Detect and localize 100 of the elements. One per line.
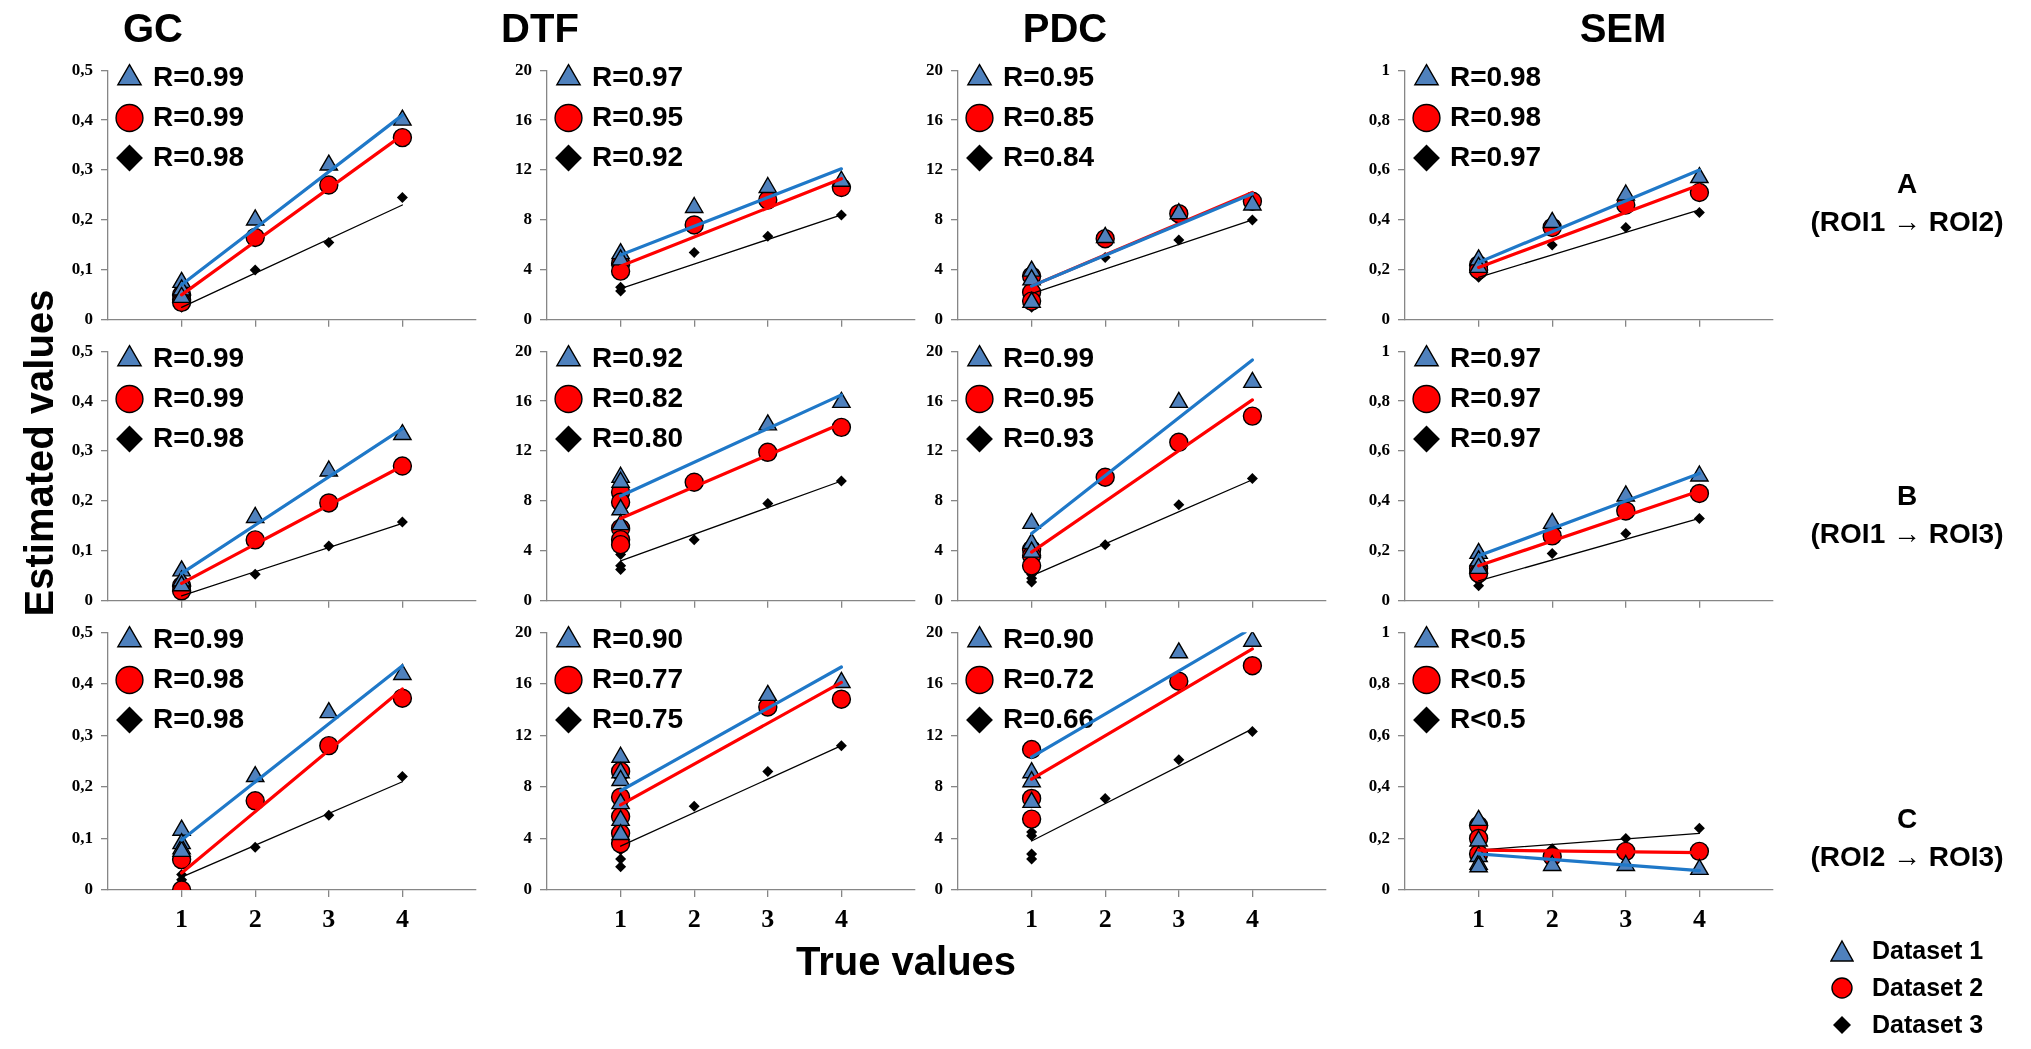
y-tick-label: 4 (934, 827, 944, 847)
text: Dataset 2 (1872, 973, 1984, 1002)
legend-label: R=0.99 (153, 622, 245, 654)
y-tick-label: 0 (934, 879, 943, 899)
y-tick-label: 0,4 (1368, 209, 1391, 229)
y-tick-label: 0,5 (71, 340, 93, 360)
y-tick-label: 0,3 (71, 440, 93, 460)
x-tick-label: 2 (1098, 904, 1112, 934)
y-tick-label: 4 (523, 259, 533, 279)
y-tick-label: 0 (934, 309, 943, 329)
y-tick-label: 0,4 (1368, 776, 1391, 796)
y-tick-label: 0,1 (71, 540, 93, 560)
y-tick-label: 0,4 (71, 109, 94, 129)
y-tick-label: 0 (523, 879, 532, 899)
chart-title: DTF (501, 6, 579, 51)
chart-title: PDC (1022, 6, 1108, 51)
y-tick-label: 20 (515, 340, 532, 360)
legend-label: R=0.98 (1450, 60, 1542, 92)
y-tick-label: 0 (1381, 309, 1390, 329)
y-tick-label: 0 (84, 590, 93, 610)
y-tick-label: 1 (1381, 621, 1390, 641)
x-tick-label: 4 (1692, 904, 1706, 934)
y-tick-label: 0,5 (71, 59, 93, 79)
legend-label: R=0.82 (592, 381, 684, 413)
x-tick-label: 3 (1619, 904, 1633, 934)
text: (ROI1 → ROI2) (1810, 205, 2004, 239)
legend-label: R=0.72 (1003, 662, 1095, 694)
y-tick-label: 0,4 (71, 390, 94, 410)
legend-label: R=0.92 (592, 341, 684, 373)
legend-label: R=0.80 (592, 421, 684, 453)
y-tick-label: 8 (934, 209, 943, 229)
legend-label: R=0.95 (1003, 60, 1095, 92)
x-tick-label: 3 (761, 904, 775, 934)
text: A (1895, 167, 1919, 201)
text: Dataset 3 (1872, 1010, 1984, 1039)
y-tick-label: 16 (515, 673, 532, 693)
y-axis-title: Estimated values (16, 289, 62, 617)
y-tick-label: 0,5 (71, 621, 93, 641)
y-tick-label: 4 (934, 540, 944, 560)
y-tick-label: 4 (934, 259, 944, 279)
text: (ROI2 → ROI3) (1810, 840, 2004, 874)
y-tick-label: 12 (926, 440, 943, 460)
x-tick-label: 1 (175, 904, 189, 934)
y-tick-label: 12 (515, 724, 532, 744)
legend-label: R=0.98 (1450, 100, 1542, 132)
y-tick-label: 8 (934, 776, 943, 796)
y-tick-label: 0,1 (71, 259, 93, 279)
y-tick-label: 0,6 (1368, 724, 1390, 744)
x-tick-label: 2 (687, 904, 701, 934)
legend-label: R=0.99 (153, 100, 245, 132)
y-tick-label: 20 (926, 59, 943, 79)
legend-label: R<0.5 (1450, 702, 1526, 734)
legend-label: R=0.97 (1450, 381, 1542, 413)
legend-label: R<0.5 (1450, 622, 1526, 654)
y-tick-label: 0,4 (1368, 490, 1391, 510)
y-tick-label: 8 (523, 209, 532, 229)
legend-label: R=0.93 (1003, 421, 1095, 453)
y-tick-label: 0,2 (71, 490, 93, 510)
x-tick-label: 1 (614, 904, 628, 934)
legend-label: R=0.99 (1003, 341, 1095, 373)
y-tick-label: 0 (1381, 590, 1390, 610)
y-tick-label: 16 (926, 673, 943, 693)
y-tick-label: 0,8 (1368, 109, 1390, 129)
legend-label: R=0.84 (1003, 140, 1095, 172)
text: B (1895, 479, 1919, 513)
y-tick-label: 0,2 (1368, 540, 1390, 560)
y-tick-label: 1 (1381, 59, 1390, 79)
y-tick-label: 0 (84, 879, 93, 899)
y-tick-label: 8 (934, 490, 943, 510)
y-tick-label: 16 (515, 109, 532, 129)
y-tick-label: 12 (926, 159, 943, 179)
legend-label: R=0.90 (592, 622, 684, 654)
legend-label: R=0.77 (592, 662, 684, 694)
x-tick-label: 4 (834, 904, 848, 934)
legend-label: R=0.98 (153, 421, 245, 453)
x-tick-label: 1 (1472, 904, 1486, 934)
y-tick-label: 12 (515, 159, 532, 179)
chart-title: GC (123, 6, 183, 51)
legend-label: R=0.97 (592, 60, 684, 92)
legend-label: R=0.66 (1003, 702, 1095, 734)
text: C (1895, 802, 1919, 836)
y-tick-label: 20 (926, 340, 943, 360)
y-tick-label: 16 (926, 390, 943, 410)
y-tick-label: 0,2 (1368, 259, 1390, 279)
legend-label: R=0.98 (153, 140, 245, 172)
text: Dataset 1 (1872, 936, 1984, 965)
y-tick-label: 0,8 (1368, 673, 1390, 693)
y-tick-label: 0,3 (71, 159, 93, 179)
legend-label: R=0.85 (1003, 100, 1095, 132)
y-tick-label: 16 (926, 109, 943, 129)
y-tick-label: 20 (515, 621, 532, 641)
x-axis-title: True values (795, 938, 1017, 984)
y-tick-label: 0,3 (71, 724, 93, 744)
y-tick-label: 0,8 (1368, 390, 1390, 410)
y-tick-label: 0,6 (1368, 159, 1390, 179)
y-tick-label: 0 (1381, 879, 1390, 899)
y-tick-label: 12 (515, 440, 532, 460)
legend-label: R=0.99 (153, 381, 245, 413)
y-tick-label: 12 (926, 724, 943, 744)
x-tick-label: 4 (1245, 904, 1259, 934)
